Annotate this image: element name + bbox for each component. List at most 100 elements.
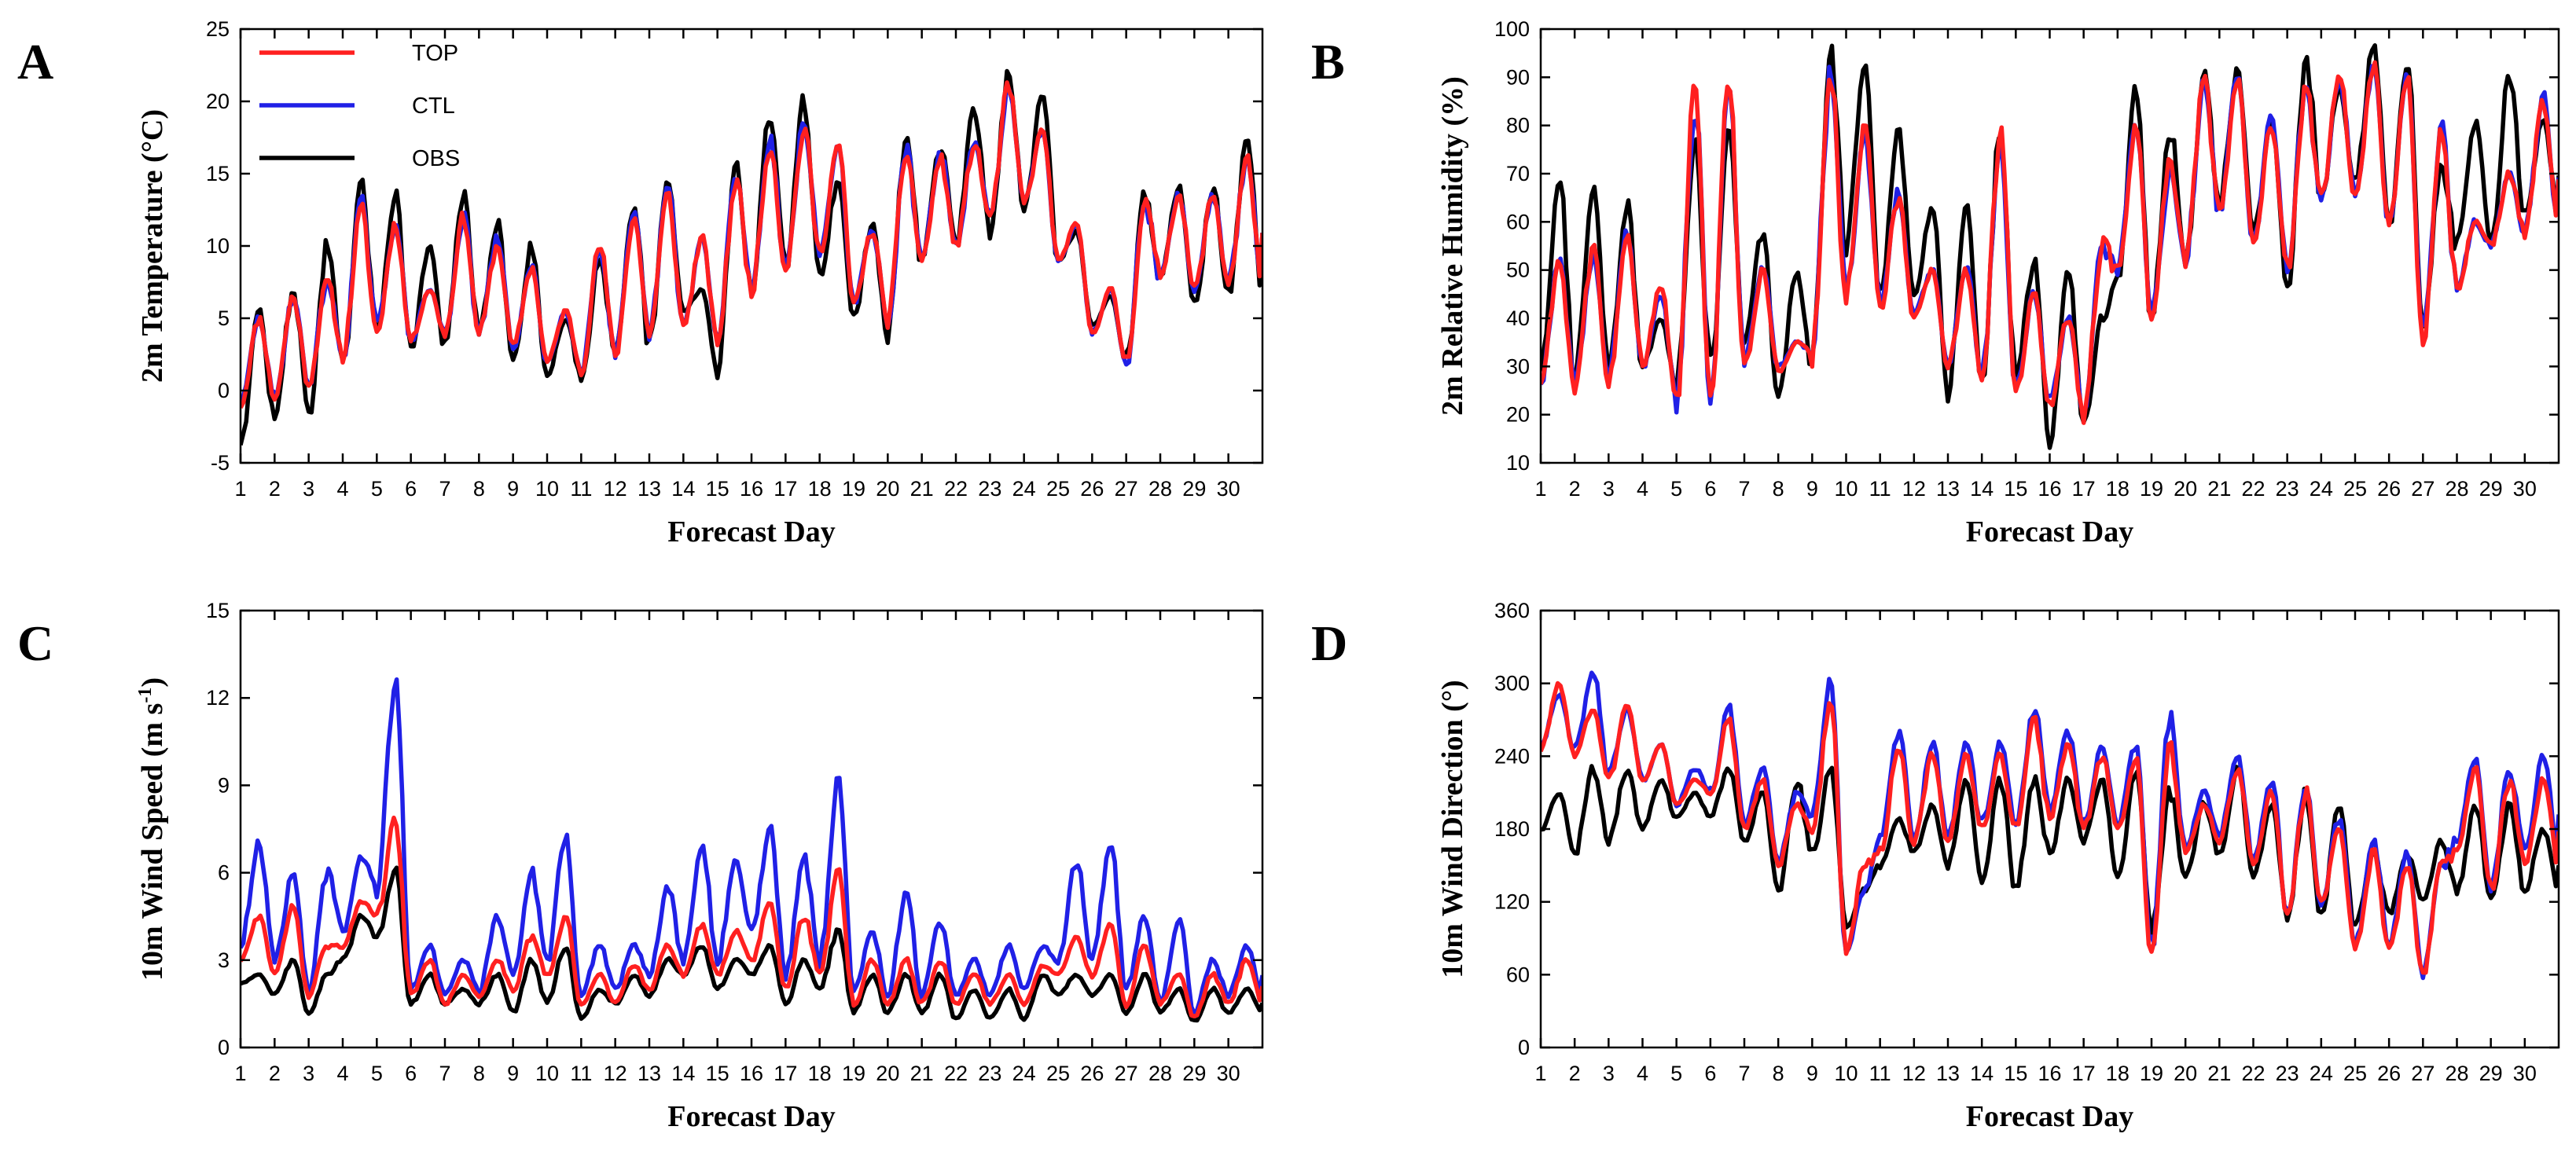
- x-tick-label: 17: [2072, 1062, 2096, 1085]
- y-tick-label: 3: [218, 948, 230, 972]
- x-tick-label: 7: [439, 477, 450, 501]
- x-tick-label: 3: [1603, 477, 1615, 501]
- y-tick-label: 6: [218, 861, 230, 885]
- x-tick-label: 4: [336, 1062, 348, 1085]
- x-tick-label: 3: [303, 477, 314, 501]
- legend-label-ctl: CTL: [412, 94, 455, 119]
- x-tick-label: 7: [1738, 1062, 1750, 1085]
- x-tick-label: 22: [2241, 1062, 2265, 1085]
- x-tick-label: 6: [405, 1062, 417, 1085]
- x-tick-label: 16: [2038, 477, 2061, 501]
- y-tick-label: 12: [206, 686, 230, 710]
- y-tick-label: 30: [1506, 354, 1530, 378]
- x-tick-label: 9: [1806, 1062, 1818, 1085]
- x-axis-title: Forecast Day: [667, 1100, 836, 1133]
- x-tick-label: 5: [371, 1062, 383, 1085]
- x-tick-label: 6: [1704, 1062, 1716, 1085]
- series-line-obs: [241, 68, 1262, 446]
- x-tick-label: 28: [1148, 1062, 1172, 1085]
- y-tick-label: 0: [1518, 1036, 1530, 1059]
- y-tick-label: -5: [211, 451, 230, 475]
- y-tick-label: 10: [1506, 451, 1530, 475]
- x-tick-label: 28: [2445, 1062, 2468, 1085]
- x-tick-label: 17: [774, 477, 797, 501]
- x-tick-label: 11: [570, 1062, 592, 1085]
- y-tick-label: 15: [206, 599, 230, 622]
- legend: TOP CTL OBS: [259, 41, 460, 171]
- x-tick-label: 20: [2174, 477, 2197, 501]
- x-tick-label: 10: [1834, 1062, 1858, 1085]
- x-tick-label: 25: [2343, 1062, 2367, 1085]
- x-tick-label: 27: [1115, 477, 1138, 501]
- y-tick-label: 80: [1506, 114, 1530, 138]
- y-tick-label: 5: [218, 306, 230, 330]
- x-tick-label: 29: [2479, 1062, 2503, 1085]
- x-tick-label: 7: [439, 1062, 450, 1085]
- x-tick-label: 13: [638, 477, 661, 501]
- x-tick-label: 3: [303, 1062, 314, 1085]
- y-axis-title: 2m Temperature (°C): [136, 109, 169, 383]
- x-tick-label: 18: [808, 1062, 832, 1085]
- y-tick-label: 70: [1506, 162, 1530, 185]
- x-tick-label: 12: [604, 1062, 627, 1085]
- x-tick-label: 2: [1569, 1062, 1581, 1085]
- x-tick-label: 24: [2310, 477, 2333, 501]
- y-tick-label: 100: [1494, 17, 1530, 41]
- x-tick-label: 18: [2106, 477, 2130, 501]
- x-tick-label: 10: [1834, 477, 1858, 501]
- x-tick-label: 8: [1773, 1062, 1784, 1085]
- legend-label-obs: OBS: [412, 146, 460, 171]
- x-tick-label: 29: [1182, 477, 1206, 501]
- x-tick-label: 1: [234, 477, 246, 501]
- x-tick-label: 22: [944, 1062, 968, 1085]
- x-tick-label: 8: [1773, 477, 1784, 501]
- x-tick-label: 2: [269, 1062, 281, 1085]
- x-tick-label: 5: [1670, 1062, 1682, 1085]
- x-tick-label: 21: [910, 1062, 934, 1085]
- x-tick-label: 16: [2038, 1062, 2061, 1085]
- x-tick-label: 10: [535, 477, 559, 501]
- x-tick-label: 4: [1637, 477, 1648, 501]
- x-tick-label: 16: [740, 477, 763, 501]
- x-tick-label: 26: [1080, 477, 1104, 501]
- x-tick-label: 9: [1806, 477, 1818, 501]
- x-tick-label: 23: [978, 1062, 1001, 1085]
- x-axis-title: Forecast Day: [1966, 1100, 2134, 1133]
- x-tick-label: 30: [1217, 477, 1240, 501]
- x-tick-label: 18: [808, 477, 832, 501]
- x-tick-label: 27: [2411, 1062, 2435, 1085]
- x-tick-label: 15: [2004, 477, 2027, 501]
- x-tick-label: 9: [507, 1062, 519, 1085]
- series-line-top: [241, 80, 1262, 409]
- x-tick-label: 21: [910, 477, 934, 501]
- series-line-ctl: [241, 677, 1262, 1016]
- x-tick-label: 26: [2377, 477, 2401, 501]
- panel-letter: B: [1311, 34, 1345, 90]
- plot-frame: [239, 28, 1264, 464]
- y-tick-label: 240: [1494, 744, 1530, 768]
- x-tick-label: 30: [1217, 1062, 1240, 1085]
- x-tick-label: 27: [1115, 1062, 1138, 1085]
- x-tick-label: 7: [1738, 477, 1750, 501]
- y-axis-title: 10m Wind Direction (°): [1436, 680, 1469, 978]
- x-tick-label: 10: [535, 1062, 559, 1085]
- x-tick-label: 18: [2106, 1062, 2130, 1085]
- y-tick-label: 10: [206, 234, 230, 258]
- x-tick-label: 24: [2310, 1062, 2333, 1085]
- x-tick-label: 6: [405, 477, 417, 501]
- x-tick-label: 29: [2479, 477, 2503, 501]
- x-tick-label: 8: [473, 1062, 485, 1085]
- x-tick-label: 12: [604, 477, 627, 501]
- x-tick-label: 15: [706, 1062, 729, 1085]
- x-tick-label: 1: [1534, 477, 1546, 501]
- y-tick-label: 40: [1506, 306, 1530, 330]
- x-tick-label: 26: [2377, 1062, 2401, 1085]
- x-tick-label: 25: [1046, 477, 1070, 501]
- x-tick-label: 8: [473, 477, 485, 501]
- x-tick-label: 23: [978, 477, 1001, 501]
- x-tick-label: 29: [1182, 1062, 1206, 1085]
- x-tick-label: 19: [842, 477, 865, 501]
